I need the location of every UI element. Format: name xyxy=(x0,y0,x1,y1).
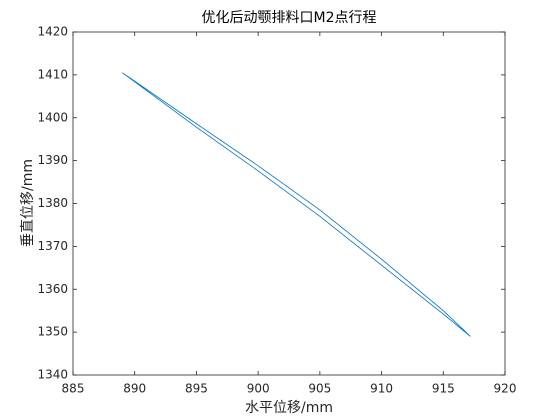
chart-title: 优化后动颚排料口M2点行程 xyxy=(202,10,377,26)
y-tick-label: 1380 xyxy=(37,196,68,210)
x-tick-label: 910 xyxy=(370,382,393,396)
y-tick-label: 1370 xyxy=(37,239,68,253)
y-tick-label: 1340 xyxy=(37,368,68,382)
x-tick-label: 915 xyxy=(432,382,455,396)
y-tick-label: 1390 xyxy=(37,153,68,167)
x-tick-label: 895 xyxy=(185,382,208,396)
x-tick-label: 920 xyxy=(494,382,517,396)
data-line xyxy=(122,72,471,337)
y-tick-label: 1420 xyxy=(37,25,68,39)
x-tick-label: 885 xyxy=(62,382,85,396)
x-axis-label: 水平位移/mm xyxy=(245,400,333,416)
x-tick-label: 900 xyxy=(247,382,270,396)
y-tick-label: 1410 xyxy=(37,67,68,81)
y-axis-label: 垂直位移/mm xyxy=(19,159,36,247)
x-tick-label: 890 xyxy=(123,382,146,396)
x-tick-label: 905 xyxy=(308,382,331,396)
y-tick-label: 1400 xyxy=(37,110,68,124)
y-tick-label: 1350 xyxy=(37,325,68,339)
y-tick-label: 1360 xyxy=(37,282,68,296)
